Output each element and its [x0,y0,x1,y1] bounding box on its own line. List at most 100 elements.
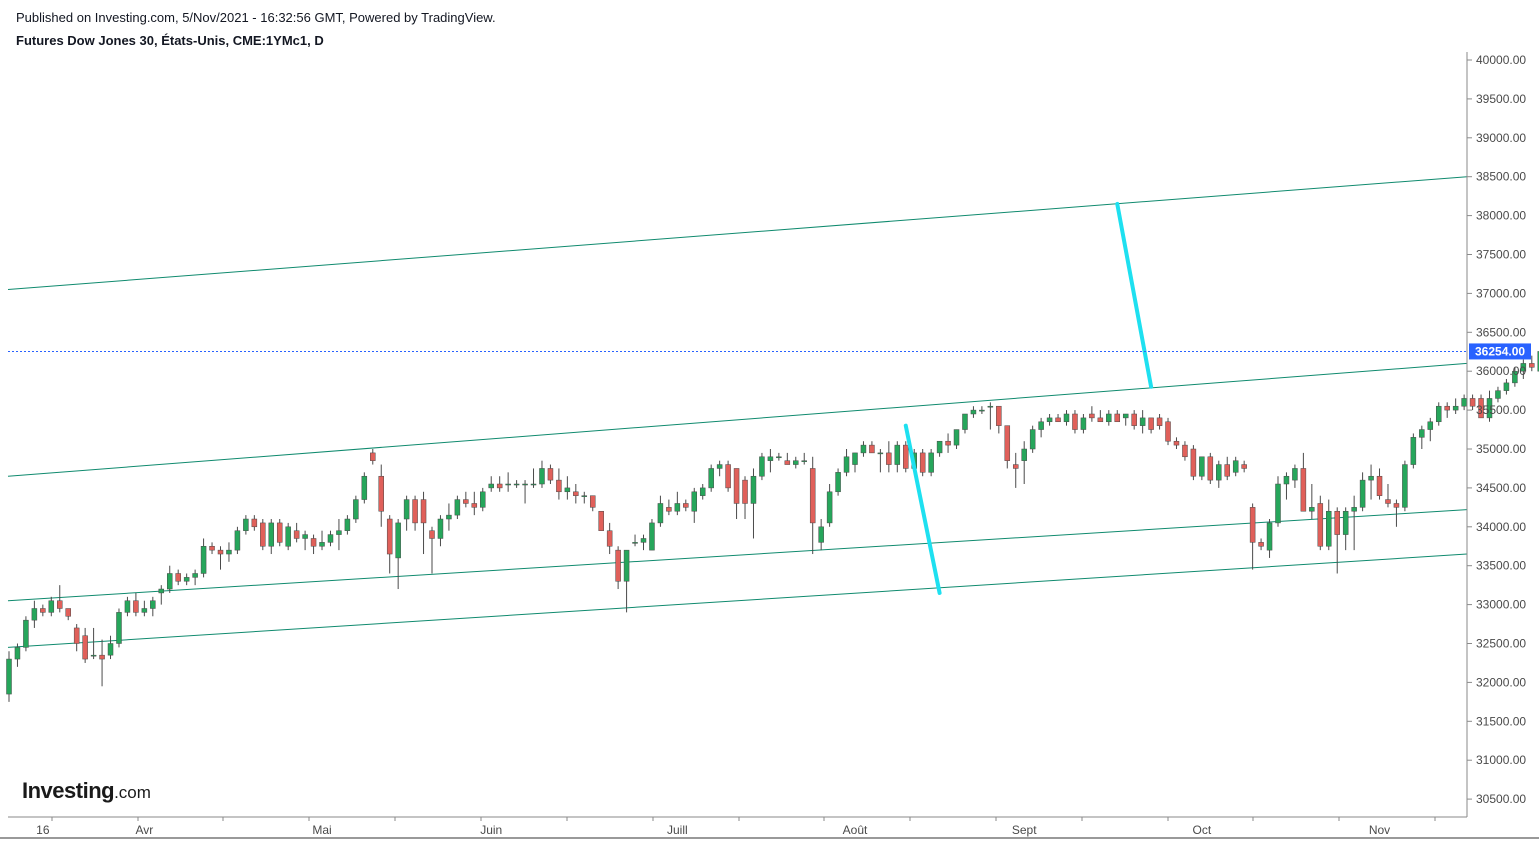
price-tick-label: 36500.00 [1476,325,1526,339]
candle [1444,402,1450,418]
candle-body [23,619,29,648]
candle [454,495,461,520]
candle-body [1063,413,1070,423]
candle [784,452,791,465]
candle-body [826,491,833,524]
price-tick-label: 32000.00 [1476,675,1526,689]
candle-body [556,479,562,493]
candle-body [1055,417,1061,423]
price-tick-label: 33500.00 [1476,559,1526,573]
candle [1089,406,1095,422]
candle [217,546,224,570]
candle-body [1182,444,1188,458]
price-axis[interactable]: 30500.00 31000.00 31500.00 32000.00 32500.00… [8,52,1531,817]
chart-title: Futures Dow Jones 30, États-Unis, CME:1Y… [16,33,324,48]
candle [73,624,80,652]
candle [403,495,410,531]
time-tick-label: Mai [312,823,331,837]
candle-body [598,510,604,531]
candle-body [1300,468,1307,512]
candle [699,484,706,500]
candle [1520,359,1527,379]
candle [90,627,97,660]
price-tick-label: 31500.00 [1476,714,1526,728]
time-axis[interactable]: 16 Avr Mai Juin Juill Août Sept Oct Nov [0,816,1539,839]
candle-body [437,518,444,539]
candle-body [1427,421,1434,430]
candle-body [107,643,114,656]
candle-body [699,487,706,496]
candle [1435,402,1442,426]
candle-body [564,487,571,493]
candle-body [1309,507,1315,512]
candle [48,596,55,617]
candle-body [1478,398,1484,419]
time-tick-label: 16 [36,823,50,837]
candle [1012,452,1019,488]
candle-body [1131,413,1137,426]
candle-body [353,499,359,520]
candle [1469,394,1476,411]
candle-body [90,654,97,657]
candle [767,449,774,473]
highlight-segments [903,201,1154,595]
candle [716,460,723,477]
candle-body [1334,510,1340,535]
candle [1461,394,1467,411]
candle-body [1529,363,1535,368]
candle-body [987,405,994,408]
candle [1249,503,1256,570]
candle [437,515,444,547]
candle [1106,410,1112,426]
candle [420,491,427,555]
candle [1452,398,1459,414]
candle-body [1444,405,1450,411]
candle [1385,484,1391,508]
channel-line [7,553,1468,648]
candle [1148,417,1154,434]
candle-body [1190,448,1197,477]
candle [818,519,824,551]
candle [1529,355,1535,372]
highlight-segment [1115,201,1154,389]
candle-body [412,499,418,524]
candle-body [818,526,824,543]
candle [99,639,105,687]
candle-body [1156,417,1163,426]
candle-body [860,444,867,454]
candle-body [1004,425,1011,461]
candle [209,542,215,555]
candle-body [243,518,249,531]
candle [124,596,131,617]
candle-body [1249,507,1256,543]
candle-body [936,440,943,454]
candle-body [945,440,951,446]
candle-body [522,483,528,486]
candle [860,441,867,457]
candle-body [1486,398,1493,419]
candle-body [1410,437,1417,465]
candle-body [1461,398,1467,407]
candle [750,468,757,539]
candle-body [57,600,63,609]
time-tick-label: Nov [1369,823,1390,837]
candle-body [1199,456,1205,477]
price-tick-label: 38500.00 [1476,170,1526,184]
channel-line [7,362,1468,477]
candle [1495,386,1501,403]
candle [674,491,681,516]
candle [378,464,384,527]
candle-body [903,444,909,469]
candle-body [1207,456,1214,481]
candle-body [344,518,351,531]
candle-body [1080,417,1087,430]
candle-body [251,518,258,528]
candle [1173,437,1180,449]
candle-body [1114,413,1121,423]
candle-body [716,464,723,469]
logo-suffix-text: .com [114,783,151,802]
candle-body [919,452,926,473]
candle [522,480,528,504]
candle-body [429,530,435,539]
